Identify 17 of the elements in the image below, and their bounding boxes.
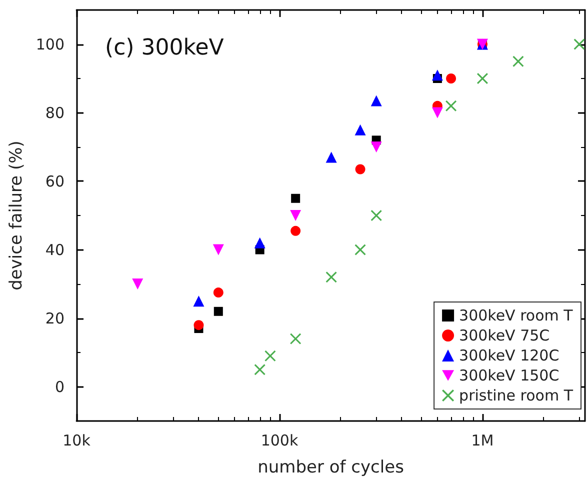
x-tick-label: 100k xyxy=(260,432,298,450)
legend-label: 300keV room T xyxy=(459,306,574,324)
legend-label: 300keV 120C xyxy=(459,346,560,364)
x-tick-label: 1M xyxy=(471,432,494,450)
legend-label: 300keV 150C xyxy=(459,366,560,384)
y-tick-label: 100 xyxy=(36,35,65,54)
y-tick-label: 40 xyxy=(45,240,65,259)
y-axis-title: device failure (%) xyxy=(6,140,26,290)
text: (c) 300keV xyxy=(105,36,224,60)
y-tick-label: 80 xyxy=(45,104,65,122)
x-axis-title: number of cycles xyxy=(258,458,404,478)
y-tick-label: 60 xyxy=(45,172,65,190)
legend-label: 300keV 75C xyxy=(459,326,550,344)
y-tick-label: 20 xyxy=(45,309,65,328)
y-tick-label: 0 xyxy=(54,378,65,396)
legend-label: pristine room T xyxy=(459,386,574,404)
x-tick-label: 10k xyxy=(62,432,91,450)
